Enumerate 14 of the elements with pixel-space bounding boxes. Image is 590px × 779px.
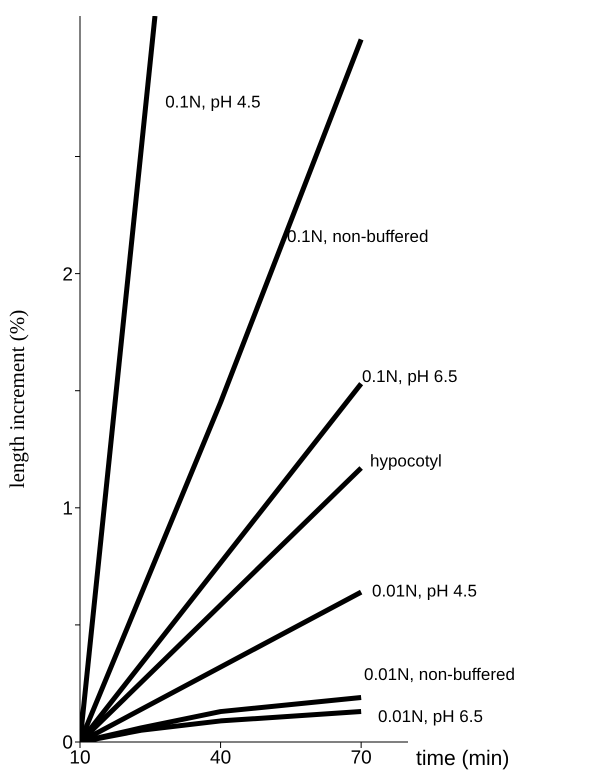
series-label: 0.01N, non-buffered [364,664,515,684]
x-axis-title: time (min) [416,747,510,770]
y-tick-label: 2 [62,264,73,286]
x-tick-label: 10 [69,747,91,768]
x-tick-label: 70 [350,747,372,768]
series-label: 0.1N, non-buffered [287,226,428,246]
y-axis-title: length increment (%) [5,310,29,488]
series-label: 0.1N, pH 4.5 [165,92,261,112]
series-label: 0.01N, pH 4.5 [372,582,477,601]
x-tick-label: 40 [210,747,232,768]
series-label: hypocotyl [370,451,442,470]
series-label: 0.1N, pH 6.5 [362,367,458,386]
series-label: 0.01N, pH 6.5 [378,707,483,726]
y-tick-label: 1 [62,498,73,520]
